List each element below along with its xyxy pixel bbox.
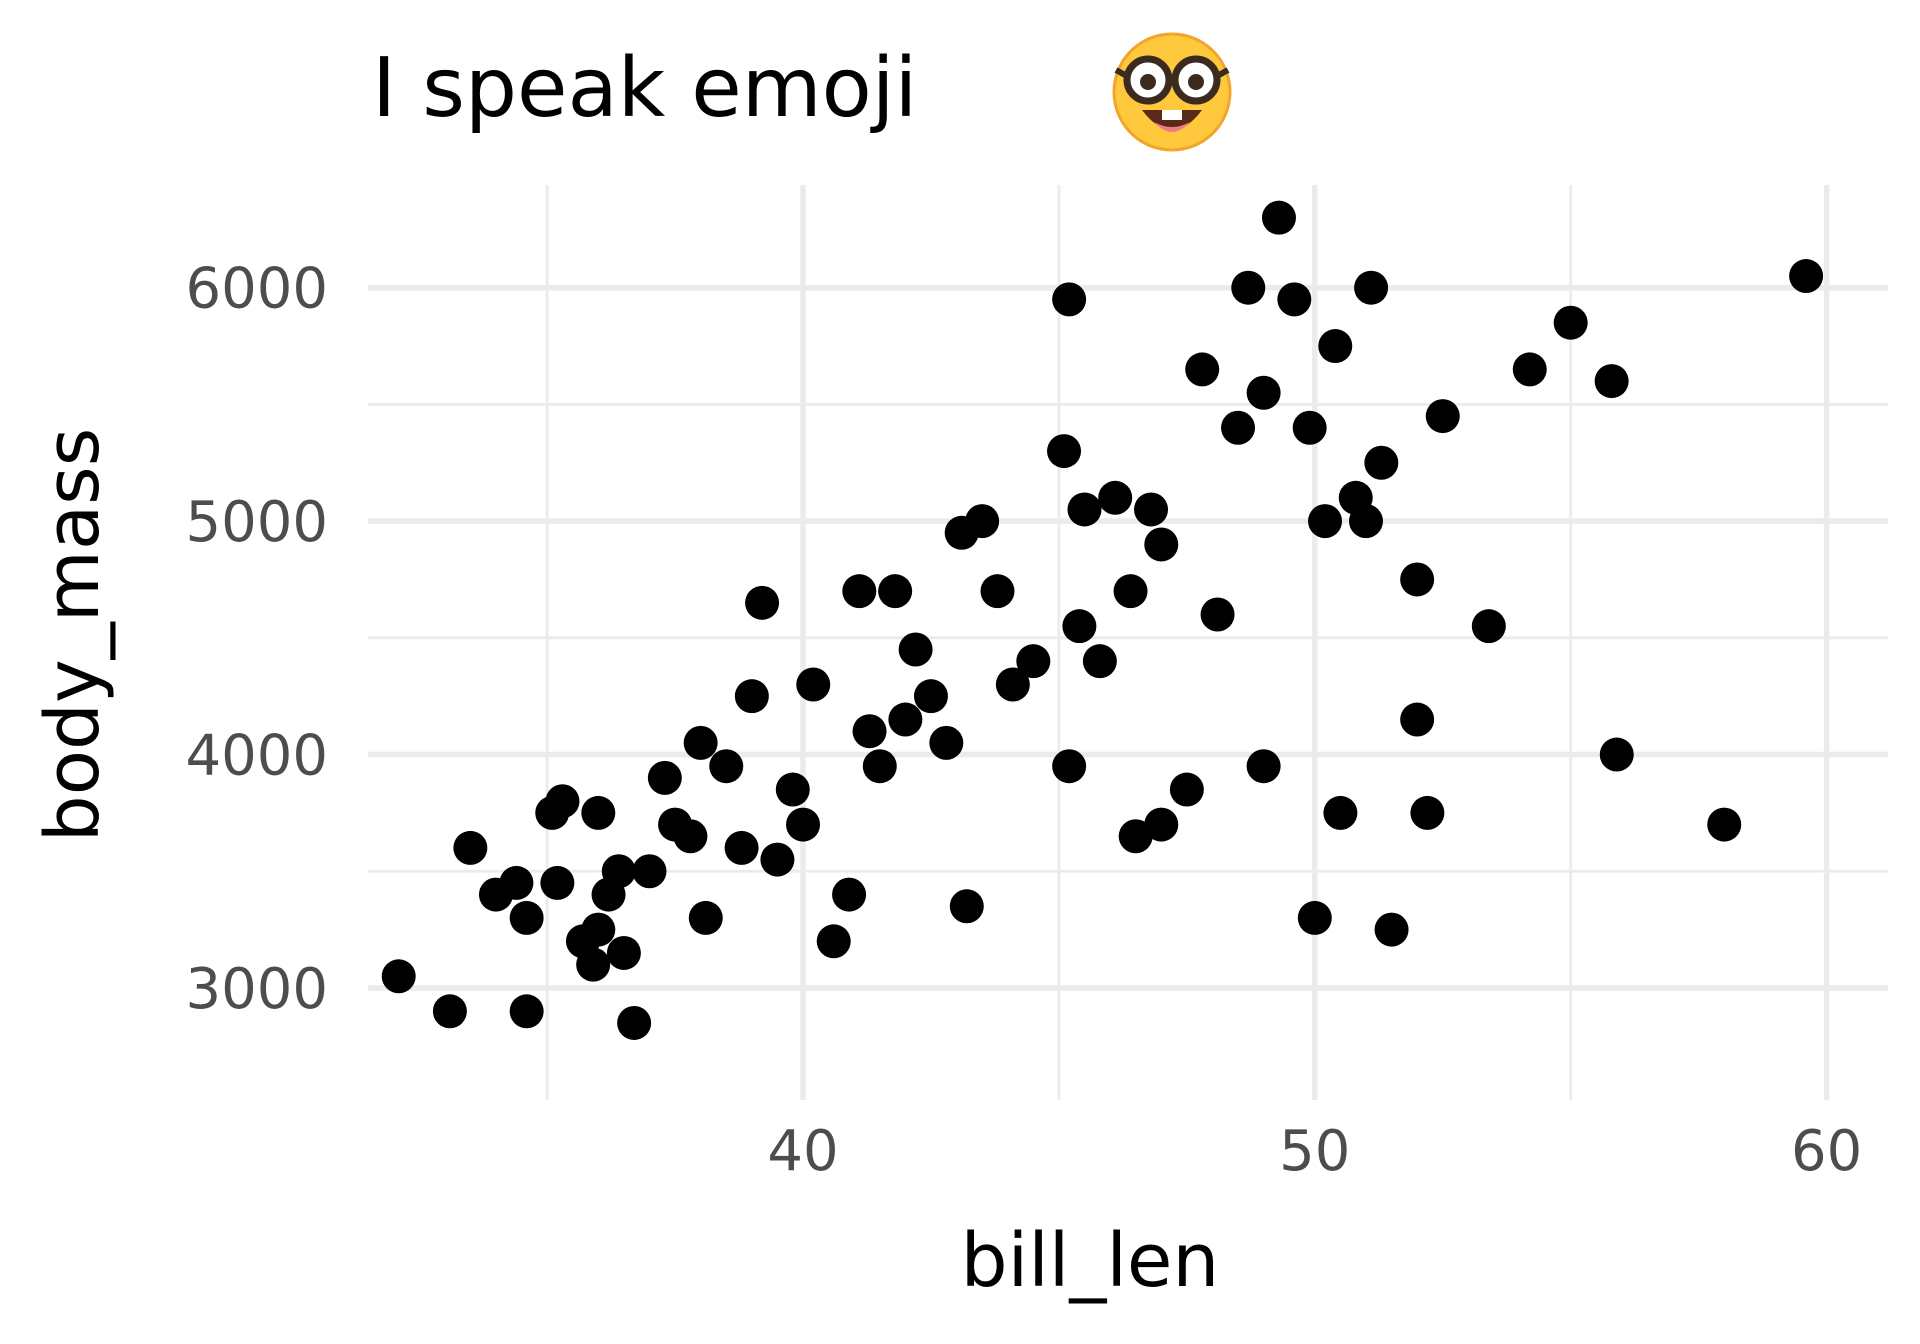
data-point [1318,329,1353,364]
data-point [1512,352,1547,387]
data-point [1113,574,1148,609]
data-point [929,725,964,760]
data-point [1134,492,1169,527]
data-point [1067,492,1102,527]
data-point [980,574,1015,609]
data-point [581,795,616,830]
y-tick-label: 3000 [185,957,328,1022]
data-point [760,842,795,877]
data-point [1169,772,1204,807]
data-point [381,959,416,994]
data-point [1016,644,1051,679]
data-point [842,574,877,609]
data-point [617,1005,652,1040]
data-point [734,679,769,714]
data-point [878,574,913,609]
data-point [1098,480,1133,515]
data-point [601,854,636,889]
data-point [647,760,682,795]
data-point [1246,749,1281,784]
data-point [1308,504,1343,539]
data-point [1553,305,1588,340]
data-point [775,772,810,807]
data-point [499,865,534,900]
data-point [1246,375,1281,410]
data-point [1052,282,1087,317]
data-point [453,830,488,865]
data-point [1047,434,1082,469]
data-point [509,994,544,1029]
data-point [852,714,887,749]
data-point [913,679,948,714]
y-tick-label: 4000 [185,724,328,789]
data-point [1082,644,1117,679]
data-point [540,865,575,900]
data-point [1364,445,1399,480]
data-point [816,924,851,959]
data-point [745,585,780,620]
data-point [1144,807,1179,842]
data-point [683,725,718,760]
data-points [381,200,1824,1040]
data-point [1400,562,1435,597]
x-axis-title: bill_len [961,1218,1220,1304]
data-point [862,749,897,784]
data-point [1277,282,1312,317]
data-point [1348,504,1383,539]
data-point [888,702,923,737]
data-point [545,784,580,819]
data-point [949,889,984,924]
data-point [509,900,544,935]
data-point [1221,410,1256,445]
data-point [1354,270,1389,305]
data-point [995,667,1030,702]
grid-lines [368,185,1888,1100]
x-axis-tick-labels: 40 50 60 [767,1119,1862,1184]
x-tick-label: 60 [1791,1119,1862,1184]
data-point [796,667,831,702]
data-point [1599,737,1634,772]
data-point [1425,399,1460,434]
data-point [606,935,641,970]
data-point [1200,597,1235,632]
x-tick-label: 40 [767,1119,838,1184]
data-point [1594,364,1629,399]
data-point [673,819,708,854]
data-point [1400,702,1435,737]
data-point [632,854,667,889]
data-point [1323,795,1358,830]
data-point [786,807,821,842]
y-tick-label: 6000 [185,257,328,322]
data-point [432,994,467,1029]
data-point [1261,200,1296,235]
data-point [1052,749,1087,784]
data-point [1292,410,1327,445]
data-point [1231,270,1266,305]
data-point [1410,795,1445,830]
x-tick-label: 50 [1279,1119,1350,1184]
data-point [1118,819,1153,854]
data-point [898,632,933,667]
data-point [965,504,1000,539]
y-tick-label: 5000 [185,490,328,555]
data-point [709,749,744,784]
y-axis-tick-labels: 3000 4000 5000 6000 [185,257,328,1022]
data-point [581,912,616,947]
data-point [1789,259,1824,294]
data-point [1297,900,1332,935]
data-point [1185,352,1220,387]
data-point [688,900,723,935]
data-point [1707,807,1742,842]
chart-title: I speak emoji [372,41,917,136]
data-point [1144,527,1179,562]
data-point [1062,609,1097,644]
data-point [1374,912,1409,947]
data-point [1471,609,1506,644]
data-point [832,877,867,912]
data-point [724,830,759,865]
data-point [576,947,611,982]
nerd-face-emoji-icon [1112,32,1232,152]
y-axis-title: body_mass [30,428,116,843]
